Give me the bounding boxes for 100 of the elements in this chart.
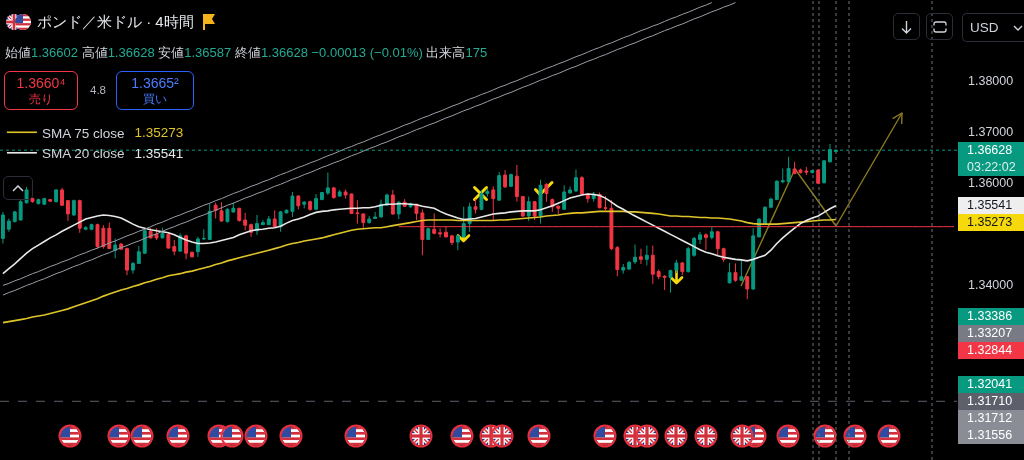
candlestick bbox=[201, 228, 206, 241]
candlestick bbox=[461, 206, 466, 238]
candlestick bbox=[107, 222, 112, 250]
candlestick bbox=[514, 164, 519, 203]
candlestick bbox=[816, 169, 821, 185]
text: 1.35541 bbox=[967, 197, 1014, 215]
candlestick bbox=[260, 219, 265, 226]
candlestick bbox=[272, 209, 277, 229]
candlestick bbox=[727, 262, 732, 284]
text: 1.33207 bbox=[967, 324, 1014, 342]
annotation: 1.3660⁴ bbox=[16, 75, 66, 92]
annotation: 売り bbox=[29, 92, 53, 106]
candlestick bbox=[574, 169, 578, 193]
candlestick bbox=[136, 245, 141, 265]
candlestick bbox=[160, 227, 165, 239]
candlestick bbox=[509, 173, 513, 188]
candlestick bbox=[774, 179, 779, 201]
annotation: 4.8 bbox=[89, 84, 107, 96]
candlestick bbox=[568, 185, 573, 194]
candlestick bbox=[337, 189, 342, 198]
candlestick bbox=[520, 195, 525, 218]
annotation: 買い bbox=[143, 92, 167, 106]
candlestick bbox=[60, 187, 64, 207]
candlestick bbox=[178, 232, 183, 253]
candlestick bbox=[390, 189, 395, 216]
candlestick bbox=[703, 232, 708, 251]
text: 始値1.36602 高値1.36628 安値1.36587 終値1.36628 −0.00013 (−0.01%) 出来高175 bbox=[5, 45, 488, 60]
y-tick-label: 1.38000 bbox=[968, 73, 1014, 88]
candlestick bbox=[243, 212, 248, 231]
candlestick bbox=[113, 237, 118, 259]
ref-line-label: 1.36628 bbox=[967, 141, 1014, 159]
candlestick bbox=[237, 207, 242, 223]
text: 1.32041 bbox=[967, 375, 1014, 393]
text: 1.33386 bbox=[967, 307, 1014, 325]
candlestick bbox=[709, 226, 714, 240]
sell-button: 1.3660⁴ 売り bbox=[4, 71, 78, 110]
candlestick bbox=[142, 227, 147, 255]
candlestick bbox=[686, 246, 691, 274]
candlestick bbox=[621, 263, 626, 275]
legend-label: SMA 20 close bbox=[41, 146, 125, 162]
text: 1.31556 bbox=[967, 426, 1014, 444]
candlestick bbox=[822, 159, 827, 184]
currency-dropdown: USD bbox=[962, 13, 1024, 42]
candlestick bbox=[455, 234, 460, 251]
candlestick bbox=[296, 194, 301, 210]
candlestick bbox=[65, 199, 70, 222]
candlestick bbox=[166, 232, 171, 250]
text: 1.35273 bbox=[967, 214, 1014, 232]
candlestick bbox=[491, 185, 496, 221]
candlestick bbox=[473, 198, 478, 214]
candlestick bbox=[763, 205, 767, 226]
candlestick bbox=[639, 248, 643, 265]
annotation: 1.35541 bbox=[134, 145, 184, 162]
candlestick bbox=[54, 188, 59, 204]
candlestick bbox=[644, 245, 649, 266]
candlestick bbox=[739, 258, 744, 282]
candlestick bbox=[125, 247, 129, 276]
legend-label: SMA 75 close bbox=[41, 125, 125, 141]
line-series bbox=[2, 193, 837, 275]
candlestick bbox=[71, 199, 76, 217]
candlestick bbox=[733, 262, 738, 283]
candlestick bbox=[538, 179, 543, 225]
text: 1.31712 bbox=[967, 409, 1014, 427]
candlestick bbox=[195, 236, 200, 258]
candlestick bbox=[780, 167, 785, 184]
candlestick bbox=[314, 193, 318, 210]
text: 1.32844 bbox=[967, 341, 1014, 359]
candlestick bbox=[426, 227, 431, 241]
line-series bbox=[2, 210, 837, 324]
candlestick bbox=[627, 260, 632, 271]
candlestick bbox=[130, 261, 135, 275]
candlestick bbox=[48, 198, 53, 203]
candlestick bbox=[184, 234, 189, 260]
buy-button: 1.3665² 買い bbox=[116, 71, 194, 110]
candlestick bbox=[77, 199, 82, 234]
candlestick bbox=[751, 227, 756, 291]
candlestick bbox=[786, 156, 791, 183]
candlestick bbox=[308, 200, 313, 212]
candlestick bbox=[1, 211, 5, 245]
candlestick bbox=[532, 200, 537, 221]
candlestick bbox=[449, 234, 454, 246]
candlestick bbox=[715, 230, 720, 256]
candlestick bbox=[302, 200, 307, 209]
candlestick bbox=[633, 244, 637, 265]
candlestick bbox=[172, 239, 177, 256]
text: 03:22:02 bbox=[967, 158, 1017, 176]
candlestick bbox=[325, 172, 330, 196]
annotation: 1.35273 bbox=[134, 125, 184, 142]
candlestick bbox=[266, 215, 271, 226]
ref-line-label: 1.31710 bbox=[967, 392, 1014, 410]
candlestick bbox=[207, 203, 212, 241]
candlestick bbox=[745, 275, 750, 300]
candlestick bbox=[562, 184, 567, 210]
y-tick-label: 1.36000 bbox=[968, 175, 1014, 190]
candlestick bbox=[680, 261, 685, 276]
candlestick bbox=[698, 231, 702, 245]
candlestick bbox=[331, 186, 336, 200]
candlestick bbox=[320, 191, 324, 201]
candlestick bbox=[497, 171, 502, 202]
candlestick bbox=[579, 175, 584, 196]
